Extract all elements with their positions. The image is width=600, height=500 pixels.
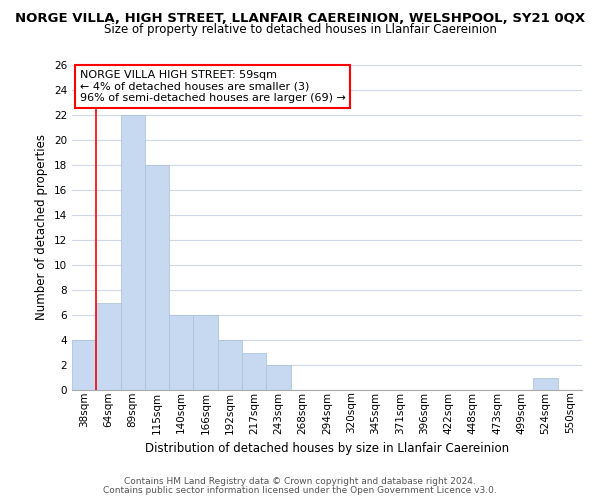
Bar [145, 165, 169, 390]
X-axis label: Distribution of detached houses by size in Llanfair Caereinion: Distribution of detached houses by size … [145, 442, 509, 455]
Text: Size of property relative to detached houses in Llanfair Caereinion: Size of property relative to detached ho… [104, 22, 496, 36]
Bar [266, 365, 290, 390]
Bar [121, 115, 145, 390]
Text: NORGE VILLA HIGH STREET: 59sqm
← 4% of detached houses are smaller (3)
96% of se: NORGE VILLA HIGH STREET: 59sqm ← 4% of d… [80, 70, 346, 103]
Bar [533, 378, 558, 390]
Y-axis label: Number of detached properties: Number of detached properties [35, 134, 49, 320]
Bar [72, 340, 96, 390]
Bar [169, 315, 193, 390]
Bar [193, 315, 218, 390]
Text: NORGE VILLA, HIGH STREET, LLANFAIR CAEREINION, WELSHPOOL, SY21 0QX: NORGE VILLA, HIGH STREET, LLANFAIR CAERE… [15, 12, 585, 26]
Text: Contains public sector information licensed under the Open Government Licence v3: Contains public sector information licen… [103, 486, 497, 495]
Bar [242, 352, 266, 390]
Bar [218, 340, 242, 390]
Bar [96, 302, 121, 390]
Text: Contains HM Land Registry data © Crown copyright and database right 2024.: Contains HM Land Registry data © Crown c… [124, 477, 476, 486]
